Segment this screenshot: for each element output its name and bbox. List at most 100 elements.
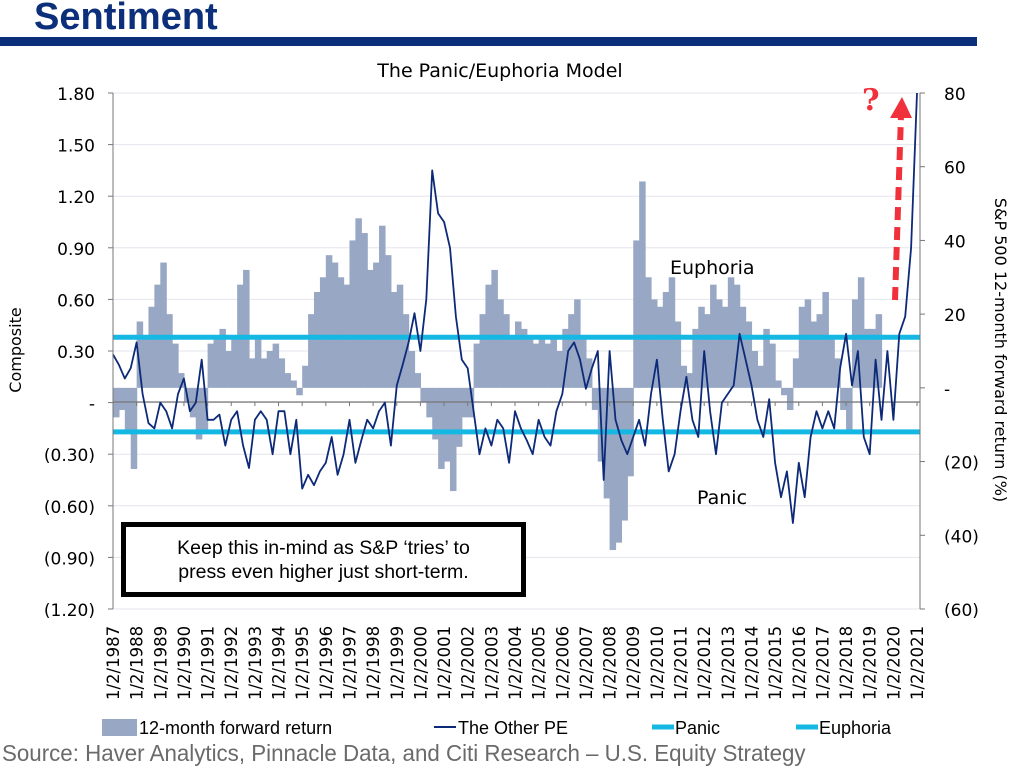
legend-label-other-pe: The Other PE <box>458 718 568 738</box>
right-tick-label: (60) <box>944 601 979 621</box>
left-tick-label: 1.20 <box>57 188 95 208</box>
forward-return-bar <box>284 373 291 388</box>
forward-return-bar <box>367 269 374 388</box>
forward-return-bar <box>751 351 758 388</box>
x-tick-label: 1/2/2013 <box>719 626 738 700</box>
forward-return-bar <box>591 387 599 410</box>
forward-return-bar <box>863 328 871 388</box>
x-tick-label: 1/2/2001 <box>435 626 454 700</box>
x-tick-label: 1/2/1997 <box>340 626 359 700</box>
forward-return-bar <box>172 343 179 388</box>
chart-title: The Panic/Euphoria Model <box>376 60 622 82</box>
forward-return-bar <box>550 336 557 388</box>
right-tick-label: 40 <box>944 232 966 252</box>
forward-return-bar <box>219 328 226 388</box>
forward-return-bar <box>349 240 356 388</box>
left-axis-label: Composite <box>6 307 25 392</box>
x-tick-label: 1/2/1990 <box>175 626 194 700</box>
x-tick-label: 1/2/1992 <box>222 626 241 700</box>
forward-return-bar <box>781 387 788 396</box>
left-tick-label: (0.60) <box>44 498 95 518</box>
euphoria-label: Euphoria <box>670 257 755 279</box>
forward-return-bar <box>142 336 150 388</box>
forward-return-bar <box>585 358 593 388</box>
legend-label-euphoria: Euphoria <box>819 718 892 738</box>
right-tick-label: 20 <box>944 306 966 326</box>
forward-return-bar <box>645 277 652 388</box>
forward-return-bar <box>792 358 800 388</box>
right-tick-label: (40) <box>944 527 979 547</box>
forward-return-bar <box>160 262 167 388</box>
panic-label: Panic <box>697 487 747 509</box>
source-note: Source: Haver Analytics, Pinnacle Data, … <box>2 740 806 766</box>
forward-return-bar <box>479 314 487 388</box>
x-tick-label: 1/2/1989 <box>151 626 170 700</box>
forward-return-bar <box>231 336 238 388</box>
x-tick-label: 1/2/2020 <box>884 626 903 700</box>
forward-return-bar <box>650 299 658 388</box>
forward-return-bar <box>337 277 345 388</box>
page-title: Sentiment <box>34 0 218 38</box>
forward-return-bar <box>491 269 498 388</box>
forward-return-bar <box>420 387 427 403</box>
forward-return-bar <box>449 387 457 492</box>
callout-box: Keep this in-mind as S&P ‘tries’ to pres… <box>121 522 526 597</box>
forward-return-bar <box>325 255 333 388</box>
forward-return-bar <box>361 233 368 388</box>
left-tick-label: 0.90 <box>57 240 95 260</box>
x-tick-label: 1/2/2014 <box>742 626 761 700</box>
left-tick-label: (1.20) <box>44 601 95 621</box>
forward-return-bar <box>698 306 705 388</box>
forward-return-bar <box>686 373 693 388</box>
x-tick-label: 1/2/1995 <box>293 626 312 700</box>
left-tick-label: (0.30) <box>44 446 95 466</box>
forward-return-bar <box>213 336 221 388</box>
x-tick-label: 1/2/1993 <box>246 626 265 700</box>
forward-return-bar <box>302 365 309 388</box>
forward-return-bar <box>769 343 776 388</box>
forward-return-bar <box>314 292 321 388</box>
forward-return-bar <box>804 299 812 388</box>
forward-return-bar <box>840 387 847 410</box>
forward-return-bar <box>656 306 664 388</box>
forward-return-bar <box>414 373 422 388</box>
forward-return-bar <box>662 292 670 388</box>
forward-return-bar <box>136 321 144 388</box>
forward-return-bar <box>290 380 297 388</box>
forward-return-bar <box>118 387 126 410</box>
other-pe-line <box>112 92 918 524</box>
x-tick-label: 1/2/2021 <box>908 626 927 700</box>
x-tick-label: 1/2/2016 <box>790 626 809 700</box>
forward-return-bar <box>834 358 841 388</box>
forward-return-bar <box>721 306 729 388</box>
right-tick-label: - <box>944 380 950 400</box>
x-tick-label: 1/2/2004 <box>506 626 525 700</box>
forward-return-bar <box>763 328 770 388</box>
forward-return-bar <box>373 262 380 388</box>
forward-return-bar <box>775 380 782 388</box>
forward-return-bar <box>745 321 753 388</box>
forward-return-bar <box>296 387 303 396</box>
forward-return-bar <box>851 299 859 388</box>
forward-return-bar <box>609 387 617 551</box>
forward-return-bar <box>515 321 522 388</box>
x-tick-label: 1/2/1998 <box>364 626 383 700</box>
forward-return-bar <box>408 351 416 388</box>
forward-return-bar <box>680 365 688 388</box>
forward-return-bar <box>473 343 481 388</box>
right-tick-label: 60 <box>944 159 966 179</box>
x-tick-label: 1/2/2010 <box>648 626 667 700</box>
header-rule <box>0 37 977 46</box>
x-tick-label: 1/2/2007 <box>577 626 596 700</box>
legend: 12-month forward return The Other PE Pan… <box>102 718 892 738</box>
forward-return-bar <box>148 306 155 388</box>
forward-return-bar <box>621 387 628 521</box>
forward-return-bar <box>444 387 451 462</box>
left-tick-label: 1.50 <box>57 137 95 157</box>
x-tick-label: 1/2/2012 <box>695 626 714 700</box>
legend-label-forward-return: 12-month forward return <box>139 718 332 738</box>
forward-return-bar <box>520 328 528 388</box>
x-tick-label: 1/2/1996 <box>317 626 336 700</box>
x-tick-label: 1/2/2011 <box>672 626 691 700</box>
